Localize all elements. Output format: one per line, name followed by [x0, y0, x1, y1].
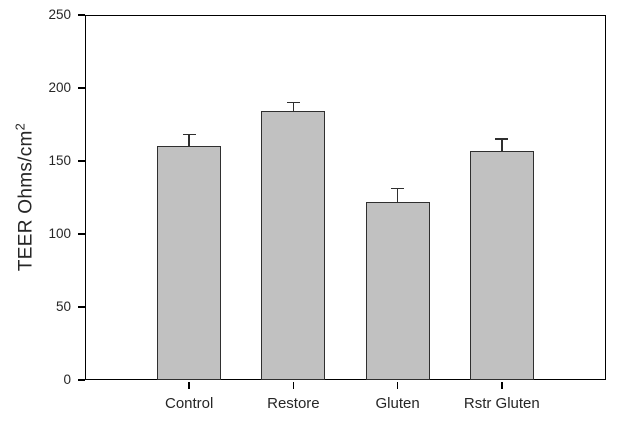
x-tick-mark — [188, 381, 190, 389]
y-tick-mark — [78, 306, 85, 308]
error-bar-cap — [391, 187, 405, 190]
y-axis-title: TEER Ohms/cm2 — [12, 123, 37, 271]
error-bar-cap — [495, 138, 509, 140]
x-tick-mark — [501, 381, 503, 389]
y-tick-label: 250 — [48, 7, 71, 22]
y-tick-label: 200 — [48, 80, 71, 95]
y-tick-label: 0 — [63, 372, 71, 387]
error-bar-line — [501, 139, 503, 151]
y-tick-label: 50 — [55, 299, 71, 314]
x-tick-label: Control — [165, 395, 214, 412]
y-tick-label: 150 — [48, 153, 71, 168]
x-tick-label: Rstr Gluten — [463, 395, 540, 412]
y-tick-mark — [78, 160, 85, 162]
x-tick-label: Restore — [267, 395, 320, 412]
error-bar-line — [396, 188, 399, 202]
y-axis-title-superscript: 2 — [12, 122, 28, 131]
x-tick-mark — [396, 381, 399, 389]
y-tick-mark — [78, 14, 85, 16]
bar — [157, 146, 222, 380]
y-tick-mark — [78, 379, 85, 381]
error-bar-cap — [182, 133, 196, 136]
x-tick-label: Gluten — [375, 395, 420, 412]
y-tick-mark — [78, 87, 85, 89]
error-bar-line — [188, 134, 190, 147]
bar — [469, 150, 534, 380]
error-bar-line — [292, 102, 295, 112]
y-tick-label: 100 — [48, 226, 71, 241]
x-tick-mark — [292, 381, 295, 389]
bar — [365, 201, 430, 380]
y-tick-mark — [78, 233, 85, 235]
error-bar-cap — [286, 101, 300, 104]
bar — [261, 111, 326, 380]
